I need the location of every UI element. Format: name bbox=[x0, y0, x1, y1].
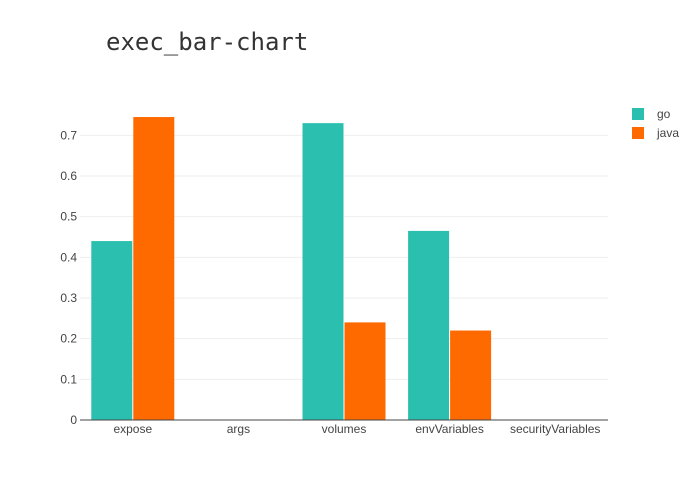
y-axis-ticks: 0 0.1 0.2 0.3 0.4 0.5 0.6 0.7 bbox=[60, 128, 77, 427]
bar-java-volumes bbox=[344, 322, 386, 420]
x-tick-label: envVariables bbox=[415, 422, 483, 436]
y-tick-label: 0.7 bbox=[60, 128, 77, 142]
bar-go-envVariables bbox=[408, 230, 450, 420]
legend: go java bbox=[632, 107, 679, 140]
chart-title: exec_bar-chart bbox=[106, 28, 308, 56]
y-tick-label: 0.2 bbox=[60, 332, 77, 346]
x-axis-ticks: expose args volumes envVariables securityVar… bbox=[113, 422, 600, 436]
bar-java-envVariables bbox=[450, 330, 492, 420]
legend-swatch-go bbox=[632, 108, 644, 120]
x-tick-label: expose bbox=[113, 422, 152, 436]
y-tick-label: 0.1 bbox=[60, 372, 77, 386]
bars bbox=[91, 117, 492, 421]
y-tick-label: 0.6 bbox=[60, 169, 77, 183]
y-tick-label: 0.4 bbox=[60, 250, 77, 264]
bar-go-volumes bbox=[302, 123, 344, 420]
legend-label-go: go bbox=[657, 107, 671, 121]
bar-go-expose bbox=[91, 241, 133, 420]
x-tick-label: volumes bbox=[322, 422, 367, 436]
x-tick-label: args bbox=[227, 422, 250, 436]
legend-label-java: java bbox=[656, 126, 679, 140]
y-tick-label: 0.3 bbox=[60, 291, 77, 305]
y-tick-label: 0 bbox=[70, 413, 77, 427]
bar-java-expose bbox=[133, 117, 175, 421]
legend-swatch-java bbox=[632, 127, 644, 139]
x-tick-label: securityVariables bbox=[510, 422, 600, 436]
y-tick-label: 0.5 bbox=[60, 210, 77, 224]
